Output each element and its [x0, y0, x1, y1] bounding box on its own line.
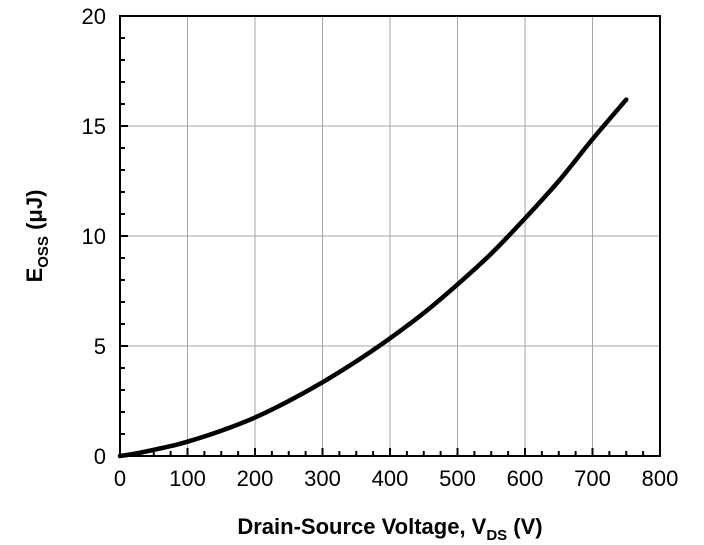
y-tick-label: 20: [82, 4, 106, 29]
y-tick-labels: 0 5 10 15 20: [82, 4, 106, 469]
x-tick-label: 600: [507, 466, 544, 491]
x-axis-title-main: Drain-Source Voltage, V: [237, 514, 486, 539]
eoss-series-line: [117, 97, 629, 459]
y-tick-label: 15: [82, 114, 106, 139]
y-axis-title-unit: (μJ): [22, 190, 47, 236]
y-tick-label: 5: [94, 334, 106, 359]
x-tick-label: 200: [237, 466, 274, 491]
x-tick-label: 700: [574, 466, 611, 491]
x-axis-title: Drain-Source Voltage, VDS (V): [237, 514, 542, 544]
x-tick-labels: 0 100 200 300 400 500 600 700 800: [114, 466, 678, 491]
x-tick-label: 0: [114, 466, 126, 491]
y-tick-label: 0: [94, 444, 106, 469]
x-tick-label: 800: [642, 466, 679, 491]
y-tick-label: 10: [82, 224, 106, 249]
x-axis-title-unit: (V): [507, 514, 542, 539]
x-tick-label: 500: [439, 466, 476, 491]
y-axis-title: EOSS (μJ): [22, 190, 52, 283]
tick-marks: [119, 15, 661, 457]
y-axis-title-subscript: OSS: [35, 236, 52, 268]
y-axis-title-main: E: [22, 268, 47, 283]
x-tick-label: 100: [169, 466, 206, 491]
series-layer: [117, 97, 629, 459]
x-axis-title-subscript: DS: [486, 527, 507, 544]
x-tick-label: 400: [372, 466, 409, 491]
x-tick-label: 300: [304, 466, 341, 491]
grid-lines: [120, 16, 660, 456]
